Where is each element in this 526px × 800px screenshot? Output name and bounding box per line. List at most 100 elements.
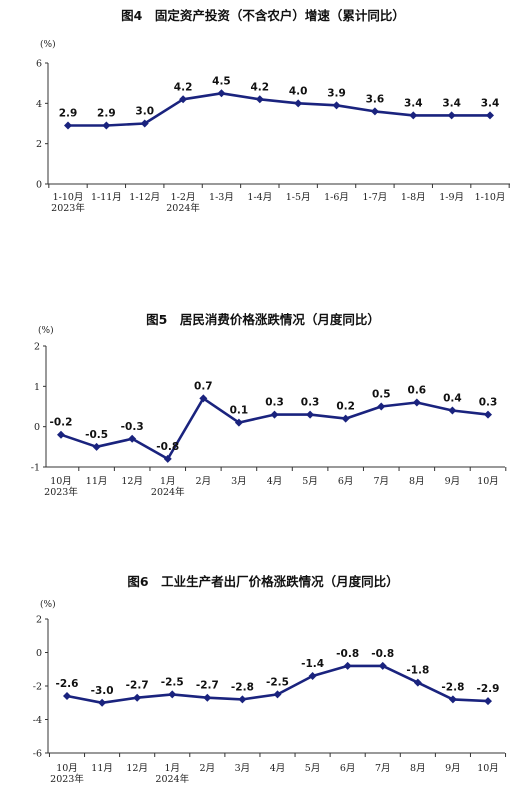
y-tick-label: 4 — [36, 99, 42, 110]
x-tick-label: 1-6月 — [324, 192, 349, 203]
data-label: 0.4 — [443, 393, 462, 405]
data-point — [64, 121, 72, 130]
data-point — [238, 695, 247, 704]
x-tick-label: 1-4月 — [247, 192, 272, 203]
data-label: 2.9 — [59, 108, 78, 120]
data-label: 3.4 — [481, 97, 500, 109]
y-tick-label: 0 — [36, 180, 42, 191]
x-tick-label: 3月 — [235, 763, 251, 774]
y-tick-label: 1 — [34, 382, 40, 393]
chart-3: 图6 工业生产者出厂价格涨跌情况（月度同比） (%) -6 -4 -2 0 2 10月 11月 1… — [33, 574, 507, 785]
x-tick-label: 3月 — [231, 476, 247, 487]
y-tick-label: 2 — [34, 342, 40, 353]
data-label: -2.7 — [196, 680, 219, 692]
x-tick-label: 11月 — [91, 763, 113, 774]
data-point — [484, 697, 492, 706]
data-label: 0.2 — [336, 401, 355, 413]
data-point — [98, 698, 107, 707]
data-point — [332, 101, 341, 110]
x-tick-label: 1-12月 — [129, 192, 160, 203]
x-tick-label: 1-3月 — [209, 192, 234, 203]
data-point — [128, 434, 137, 443]
data-label: -3.0 — [91, 685, 114, 697]
y-tick-label: -4 — [33, 715, 42, 726]
data-point — [199, 394, 208, 403]
x-tick-label: 2月 — [200, 763, 216, 774]
x-tick-label: 9月 — [445, 476, 461, 487]
data-label: 3.6 — [366, 93, 385, 105]
x-tick-label: 1-10月 — [475, 192, 506, 203]
data-point — [308, 671, 317, 680]
data-point — [306, 410, 315, 419]
data-point — [409, 111, 418, 120]
data-point — [447, 111, 456, 120]
x-tick-label: 6月 — [340, 763, 356, 774]
x-tick-label: 10月 — [50, 476, 72, 487]
y-tick-label: 2 — [36, 615, 42, 626]
data-point — [294, 99, 303, 108]
data-label: -2.7 — [126, 680, 149, 692]
data-point — [448, 695, 457, 704]
x-tick-label: 4月 — [270, 763, 286, 774]
x-tick-label: 8月 — [410, 763, 426, 774]
data-label: 3.0 — [135, 106, 154, 118]
chart-2: 图5 居民消费价格涨跌情况（月度同比） (%) -1 0 1 2 10月 11月 12月 1月 2月… — [31, 312, 507, 498]
data-label: -2.8 — [441, 681, 464, 693]
data-point — [370, 107, 379, 116]
year-label: 2023年 — [51, 202, 85, 214]
data-point — [270, 410, 279, 419]
data-point — [203, 693, 212, 702]
x-tick-label: 8月 — [409, 476, 425, 487]
y-unit-label: (%) — [38, 325, 54, 336]
data-label: 3.4 — [442, 97, 461, 109]
data-point — [486, 111, 494, 120]
y-tick-label: 6 — [36, 59, 42, 70]
data-label: 2.9 — [97, 108, 116, 120]
x-tick-label: 7月 — [375, 763, 391, 774]
data-point — [255, 95, 264, 104]
x-tick-label: 4月 — [267, 476, 283, 487]
series-line — [66, 92, 492, 127]
year-label: 2023年 — [50, 773, 84, 785]
data-label: 4.2 — [251, 81, 270, 93]
x-tick-label: 1-9月 — [439, 192, 464, 203]
y-tick-label: 0 — [34, 422, 40, 433]
data-point — [179, 95, 188, 104]
y-tick-label: 2 — [36, 139, 42, 150]
data-point — [63, 692, 71, 701]
x-tick-label: 1-7月 — [363, 192, 388, 203]
chart-title: 图5 居民消费价格涨跌情况（月度同比） — [146, 312, 380, 327]
x-tick-label: 6月 — [338, 476, 354, 487]
chart-title: 图6 工业生产者出厂价格涨跌情况（月度同比） — [127, 574, 398, 589]
x-tick-label: 1-11月 — [91, 192, 122, 203]
x-tick-label: 5月 — [302, 476, 318, 487]
x-tick-label: 1-5月 — [286, 192, 311, 203]
x-tick-label: 12月 — [126, 763, 148, 774]
data-point — [140, 119, 149, 128]
data-label: 0.6 — [408, 384, 427, 396]
x-tick-label: 5月 — [305, 763, 321, 774]
data-label: -2.9 — [477, 683, 500, 695]
data-point — [413, 678, 422, 687]
data-label: -0.8 — [371, 648, 394, 660]
data-label: -1.8 — [406, 665, 429, 677]
year-label: 2023年 — [44, 486, 78, 498]
data-point — [273, 690, 282, 699]
data-label: 4.2 — [174, 81, 193, 93]
chart-1: 图4 固定资产投资（不含农户）增速（累计同比） (%) 0 2 4 6 1-10月 1-11月… — [36, 8, 510, 214]
x-tick-label: 7月 — [373, 476, 389, 487]
y-tick-label: -6 — [33, 749, 42, 760]
data-label: -0.8 — [336, 648, 359, 660]
data-point — [234, 418, 243, 427]
y-unit-label: (%) — [40, 599, 56, 610]
data-label: -2.5 — [266, 676, 289, 688]
data-label: -0.3 — [121, 421, 144, 433]
x-tick-label: 12月 — [121, 476, 143, 487]
data-point — [217, 89, 226, 98]
data-label: 0.3 — [479, 397, 498, 409]
x-tick-label: 11月 — [86, 476, 108, 487]
data-label: -2.6 — [56, 678, 79, 690]
data-label: 0.5 — [372, 389, 391, 401]
data-point — [377, 402, 386, 411]
x-tick-label: 9月 — [445, 763, 461, 774]
